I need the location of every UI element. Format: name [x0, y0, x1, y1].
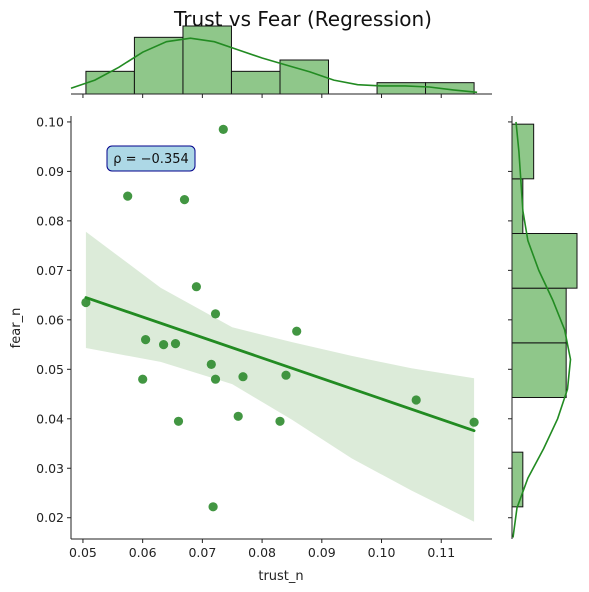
regression-line [84, 296, 476, 433]
scatter-point [218, 124, 228, 134]
scatter-point [81, 297, 91, 308]
y-tick-label: 0.06 [36, 312, 64, 327]
annotation-box [106, 145, 196, 172]
y-tick-label: 0.08 [36, 213, 64, 228]
scatter-point [238, 372, 248, 382]
scatter-point [173, 416, 184, 426]
x-tick-label: 0.08 [248, 545, 276, 560]
scatter-point [208, 502, 218, 512]
scatter-point [141, 335, 151, 345]
histogram-bar [85, 70, 135, 95]
histogram-bar [511, 342, 567, 399]
histogram-bar [511, 287, 567, 344]
x-tick-label: 0.05 [69, 545, 97, 560]
histogram-bar [511, 123, 535, 180]
y-axis-label: fear_n [9, 308, 24, 349]
marginal-y-histogram [508, 116, 578, 539]
scatter-point [275, 416, 285, 426]
scatter-point [138, 374, 148, 384]
histogram-bar [230, 70, 281, 95]
kde-curve [70, 37, 478, 94]
x-tick-label: 0.11 [427, 545, 455, 560]
x-tick-label: 0.10 [368, 545, 396, 560]
scatter-point [191, 282, 201, 292]
x-tick-label: 0.06 [129, 545, 157, 560]
annotation-text: ρ = −0.354 [113, 152, 189, 167]
scatter-point [206, 359, 216, 369]
y-tick-label: 0.10 [36, 114, 64, 129]
histogram-bar [425, 82, 475, 95]
y-tick-label: 0.09 [36, 164, 64, 179]
scatter-point [170, 339, 181, 349]
scatter-point [210, 309, 221, 319]
y-tick-label: 0.04 [36, 411, 64, 426]
y-tick-label: 0.02 [36, 510, 64, 525]
x-axis-label: trust_n [258, 569, 303, 584]
histogram-bar [511, 233, 578, 289]
scatter-point [292, 326, 302, 336]
scatter-point [210, 374, 221, 384]
histogram-bar [133, 36, 184, 95]
x-tick-label: 0.09 [308, 545, 336, 560]
histogram-bar [279, 59, 329, 95]
confidence-band [85, 231, 475, 522]
scatter-point [123, 191, 133, 201]
histogram-bar [376, 82, 427, 95]
kde-curve [512, 121, 572, 538]
histogram-bar [182, 25, 232, 95]
scatter-plot-area: 0.05 0.06 0.07 0.08 0.09 0.10 0.11 0.02 0.03 0.04… [36, 114, 492, 560]
scatter-point [469, 417, 479, 427]
x-tick-label: 0.07 [188, 545, 216, 560]
correlation-annotation: ρ = −0.354 [106, 145, 196, 172]
scatter-point [411, 395, 421, 405]
scatter-point [179, 195, 190, 205]
marginal-x-histogram [70, 25, 492, 98]
scatter-point [233, 411, 243, 421]
scatter-point [281, 370, 291, 380]
y-tick-label: 0.03 [36, 461, 64, 476]
y-tick-label: 0.07 [36, 263, 64, 278]
y-tick-label: 0.05 [36, 362, 64, 377]
scatter-point [159, 340, 169, 350]
